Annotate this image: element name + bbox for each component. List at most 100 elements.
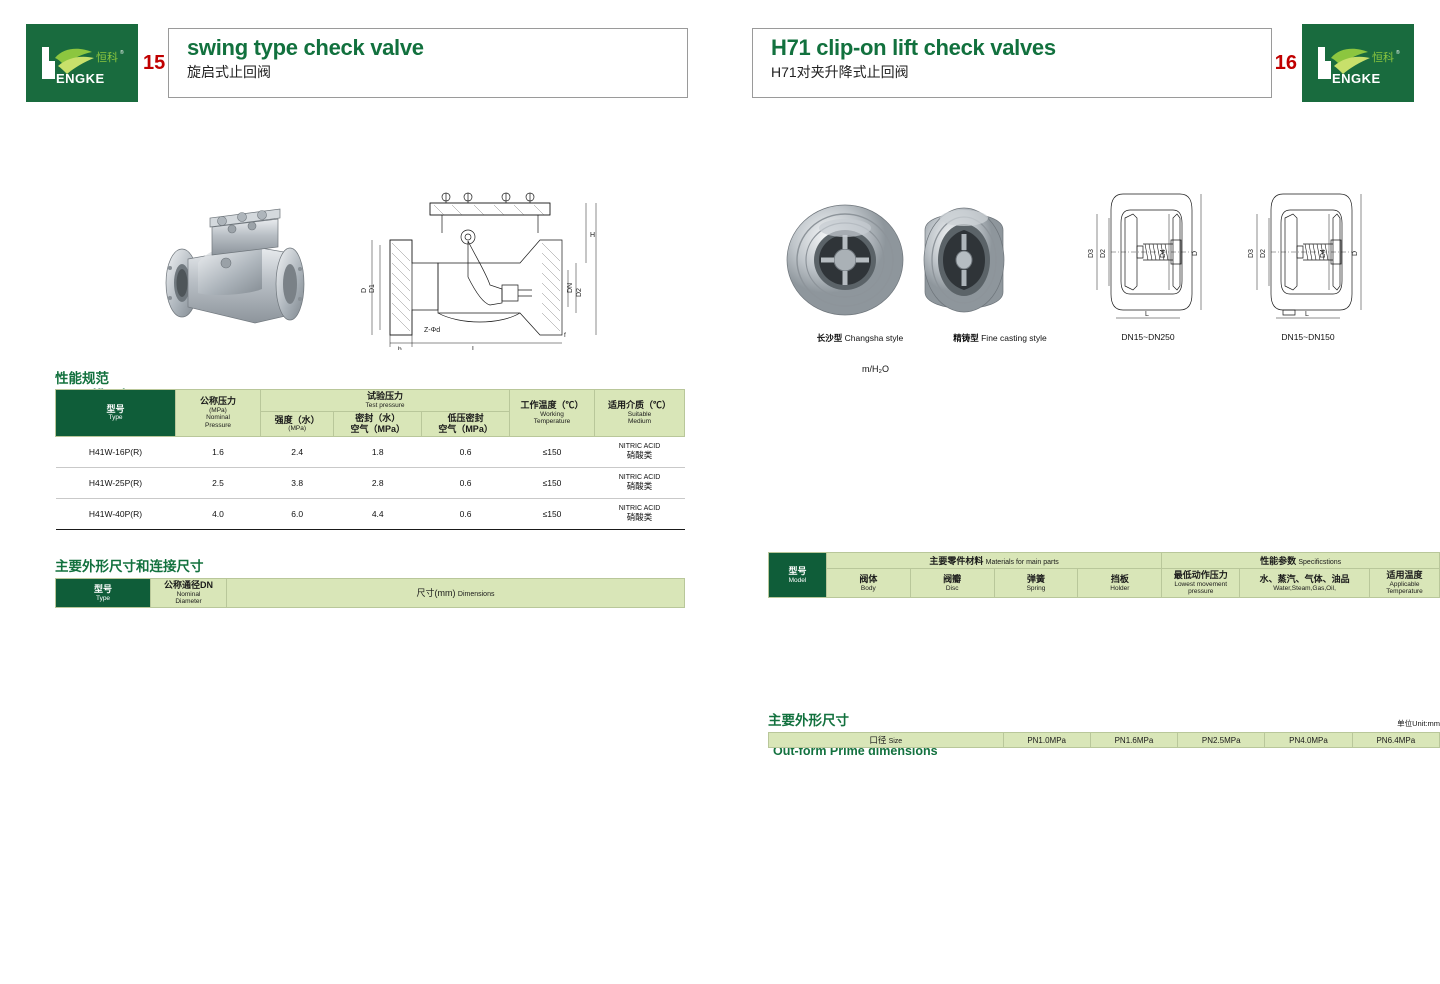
drawing-caption-1: DN15~DN250 [1121,332,1175,342]
lift-check-valve-photos [786,204,1005,316]
page-title-cn-left: 旋启式止回阀 [187,64,271,80]
th-nominal-pressure: 公称压力 (MPa) Nominal Pressure [175,389,261,437]
cell-strength: 2.4 [260,435,334,468]
hengke-logo-left: 恒科 ® ENGKE [26,24,138,102]
cell-type: H41W-16P(R) [55,435,176,468]
materials-specifications-table: 型号 Model 主要零件材料 Materials for main parts… [768,552,1440,598]
swing-check-valve-figures: D D1 H DN D2 L b f Z-Φd [165,192,597,350]
cell-strength: 3.8 [260,467,334,499]
swing-valve-cross-section: D D1 H DN D2 L b f Z-Φd [361,192,597,350]
table-header-row: 型号 Type 公称压力 (MPa) Nominal Pressure 试验压力… [55,389,685,437]
th-pn64: PN6.4MPa [1351,732,1440,748]
svg-text:Z-Φd: Z-Φd [424,327,440,334]
svg-text:D2: D2 [1260,249,1267,258]
fine-casting-style-photo [923,207,1005,313]
table-row: H41W-25P(R) 2.5 3.8 2.8 0.6 ≤150 NITRIC ACID 硝酸… [55,467,685,499]
th-applicable-temperature: 适用温度 Applicable Temperature [1369,568,1440,598]
th-spring: 弹簧 Spring [993,568,1079,598]
cell-working-temp: ≤150 [509,435,595,468]
page-title-en-left: swing type check valve [187,35,424,60]
th-strength: 强度（水） (MPa) [259,411,335,437]
th-type: 型号 Type [55,578,151,608]
svg-text:D: D [361,288,368,293]
swing-valve-photo [165,208,305,324]
table-header-row: 型号 Type 公称通径DN Nominal Diameter 尺寸(mm) D… [55,578,685,608]
cell-nominal-pressure: 1.6 [175,435,261,468]
cell-medium: NITRIC ACID 硝酸类 [594,498,685,530]
cell-seal: 1.8 [333,435,422,468]
svg-text:L: L [472,346,476,350]
changsha-style-photo [786,204,904,316]
page-number-left: 15 [143,52,166,74]
cell-type: H41W-40P(R) [55,498,176,530]
cell-seal: 2.8 [333,467,422,499]
svg-text:D4: D4 [1320,249,1327,258]
table-subheader-row: 强度（水） (MPa) 密封（水） 空气（MPa） 低压密封 空气（MPa） [56,411,685,437]
svg-text:恒科: 恒科 [96,50,118,64]
th-suitable-medium: 适用介质（℃） Suitable Medium [594,389,685,437]
outform-title-cn: 主要外形尺寸 [768,713,849,728]
table-row: H41W-40P(R) 4.0 6.0 4.4 0.6 ≤150 NITRIC ACID 硝酸… [55,498,685,530]
page-title-en-right: H71 clip-on lift check valves [771,35,1056,60]
svg-text:L: L [1305,311,1309,318]
main-dimensions-table: 型号 Type 公称通径DN Nominal Diameter 尺寸(mm) D… [55,578,685,608]
pressure-drop-chart: m/H₂O [836,364,1436,526]
svg-text:D3: D3 [1088,249,1095,258]
cell-working-temp: ≤150 [509,467,595,499]
th-pn10: PN1.0MPa [1002,732,1091,748]
th-specs-group: 性能参数 Specificstions [1161,552,1440,569]
outform-dimensions-table: 口径 Size PN1.0MPa PN1.6MPa PN2.5MPa PN4.0… [768,732,1440,748]
chart-y-unit: m/H₂O [862,364,889,374]
svg-text:L: L [1145,311,1149,318]
cell-medium: NITRIC ACID 硝酸类 [594,467,685,499]
drawing-dn15-dn150: D3 D2 D4 D L [1248,193,1362,319]
svg-text:®: ® [1396,49,1400,56]
cell-medium: NITRIC ACID 硝酸类 [594,435,685,468]
th-model: 型号 Model [768,552,827,598]
unit-note: 单位Unit:mm [1397,719,1440,728]
th-pn16: PN1.6MPa [1089,732,1179,748]
drawing-dn15-dn250: D3 D2 D4 D L [1088,193,1202,319]
cell-low-seal: 0.6 [421,498,510,530]
cell-nominal-pressure: 4.0 [175,498,261,530]
table-header-row: 型号 Model 主要零件材料 Materials for main parts… [768,552,1440,598]
title-block-left: swing type check valve 旋启式止回阀 [168,28,688,98]
cell-nominal-pressure: 2.5 [175,467,261,499]
cell-working-temp: ≤150 [509,498,595,530]
th-seal: 密封（水） 空气（MPa） [333,411,423,437]
th-test-pressure: 试验压力 Test pressure [260,389,510,412]
th-disc: 阀瓣 Disc [909,568,995,598]
svg-text:D3: D3 [1248,249,1255,258]
chart-canvas [836,366,1436,526]
photo-caption-fine-casting: 精铸型 Fine casting style [953,333,1047,343]
svg-text:ENGKE: ENGKE [1332,71,1381,86]
dims-title-cn: 主要外形尺寸和连接尺寸 [55,559,204,574]
svg-text:恒科: 恒科 [1372,50,1394,64]
table-header-row: 口径 Size PN1.0MPa PN1.6MPa PN2.5MPa PN4.0… [768,732,1440,748]
cell-type: H41W-25P(R) [55,467,176,499]
svg-text:ENGKE: ENGKE [56,71,105,86]
svg-text:D1: D1 [369,284,376,293]
svg-text:b: b [398,346,402,350]
specifications-table-body: H41W-16P(R) 1.6 2.4 1.8 0.6 ≤150 NITRIC ACID 硝酸… [55,435,685,530]
hengke-logo-icon: 恒科 ® ENGKE [42,47,124,86]
th-materials-group: 主要零件材料 Materials for main parts [825,552,1163,569]
th-medium: 水、蒸汽、气体、油品 Water,Steam,Gas,Oil, [1239,568,1370,598]
page-header: 恒科 ® ENGKE 15 swing type check valve 旋启式… [0,24,1440,108]
th-pn40: PN4.0MPa [1264,732,1353,748]
svg-text:D: D [1192,251,1199,256]
cell-low-seal: 0.6 [421,435,510,468]
drawing-caption-2: DN15~DN150 [1281,332,1335,342]
title-block-right: H71 clip-on lift check valves H71对夹升降式止回… [752,28,1272,98]
th-pn25: PN2.5MPa [1177,732,1266,748]
hengke-logo-right: 恒科 ® ENGKE [1302,24,1414,102]
lift-check-valve-drawings: D3 D2 D4 D L D3 D2 D4 D [1088,193,1362,319]
cell-seal: 4.4 [333,498,422,530]
page-number-right: 16 [1274,52,1297,74]
spec-title-cn: 性能规范 [55,371,109,386]
th-working-temperature: 工作温度（℃） Working Temperature [509,389,595,437]
cell-low-seal: 0.6 [421,467,510,499]
th-body: 阀体 Body [825,568,911,598]
th-type: 型号 Type [55,389,176,437]
